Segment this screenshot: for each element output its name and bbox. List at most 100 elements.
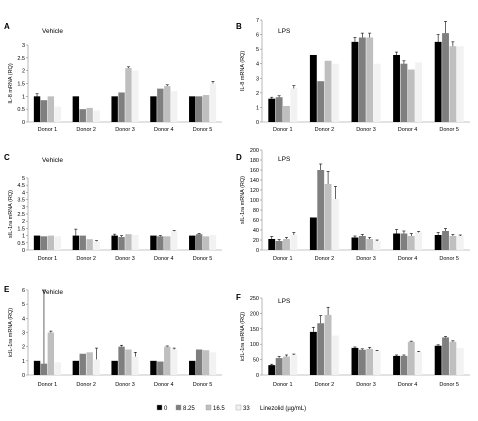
y-tick-label: 1 xyxy=(22,234,25,240)
y-tick-label: 20 xyxy=(253,238,259,244)
y-tick-label: 3.5 xyxy=(17,198,25,204)
legend-label: 0 xyxy=(164,406,168,412)
bar-series-1 xyxy=(442,337,449,375)
bar-series-0 xyxy=(189,360,196,375)
panel-b: B LPS IL-8 mRNA (RQ) 0 1 2 3 4 5 6 7 Donor 1 Donor 2… xyxy=(236,18,470,133)
x-category-label: Donor 2 xyxy=(315,127,335,133)
panel-title: LPS xyxy=(278,298,291,305)
y-tick-label: 1.5 xyxy=(17,82,25,88)
y-tick-label: 50 xyxy=(253,358,259,364)
x-category-label: Donor 1 xyxy=(38,256,58,262)
bar-series-3 xyxy=(373,63,381,122)
bar-series-0 xyxy=(268,365,276,375)
bar-series-1 xyxy=(118,346,125,375)
y-tick-label: 250 xyxy=(250,296,259,302)
bar-series-3 xyxy=(93,110,100,122)
bar-series-3 xyxy=(132,70,139,122)
bar-series-3 xyxy=(373,241,381,250)
bar-series-0 xyxy=(150,235,157,250)
bar-series-0 xyxy=(72,360,80,375)
y-tick-label: 2.5 xyxy=(17,212,25,218)
bar-series-0 xyxy=(33,360,41,375)
bar-series-2 xyxy=(324,314,332,375)
y-tick-label: 0 xyxy=(22,373,25,379)
bar-series-1 xyxy=(442,33,449,122)
legend-label: 33 xyxy=(243,406,250,412)
panel-title: LPS xyxy=(278,156,291,163)
y-tick-label: 0 xyxy=(22,248,25,254)
y-tick-label: 160 xyxy=(250,168,259,174)
bar-series-1 xyxy=(118,237,125,250)
panel-letter: B xyxy=(236,22,242,31)
y-tick-label: 0.5 xyxy=(17,107,25,113)
panel-letter: D xyxy=(236,153,242,162)
bar-series-2 xyxy=(86,239,93,250)
x-category-label: Donor 4 xyxy=(398,256,418,262)
bar-series-1 xyxy=(358,37,366,122)
y-tick-label: 1 xyxy=(256,105,259,111)
bar-series-2 xyxy=(407,69,415,122)
bar-series-2 xyxy=(324,60,332,122)
bar-series-0 xyxy=(393,54,400,122)
x-category-label: Donor 2 xyxy=(315,382,335,388)
panel-title: Vehicle xyxy=(42,289,63,296)
y-tick-label: 200 xyxy=(250,311,259,317)
panel-title: Vehicle xyxy=(42,157,63,164)
bar-series-3 xyxy=(54,106,61,122)
y-tick-label: 40 xyxy=(253,228,259,234)
x-category-label: Donor 4 xyxy=(398,382,418,388)
panel-e: E Vehicle icIL-1ra mRNA (RQ) 0 1 2 3 4 5 6 Donor 1… xyxy=(4,285,222,388)
bar-series-0 xyxy=(150,96,157,122)
bar-series-3 xyxy=(132,356,139,375)
bar-series-3 xyxy=(332,199,339,250)
bar-series-1 xyxy=(40,236,48,250)
bar-series-3 xyxy=(209,83,217,122)
bar-series-1 xyxy=(195,96,203,122)
y-tick-label: 1.5 xyxy=(17,226,25,232)
bar-series-0 xyxy=(33,235,41,250)
y-tick-label: 0.5 xyxy=(17,241,25,247)
bar-series-0 xyxy=(33,96,41,122)
legend-label: 16.5 xyxy=(213,406,225,412)
bar-series-0 xyxy=(268,98,276,122)
y-tick-label: 150 xyxy=(250,327,259,333)
x-category-label: Donor 5 xyxy=(439,382,459,388)
bar-series-1 xyxy=(400,63,408,122)
y-tick-label: 2 xyxy=(22,345,25,351)
x-category-label: Donor 1 xyxy=(38,382,58,388)
y-tick-label: 3 xyxy=(22,43,25,49)
legend-swatch xyxy=(156,404,163,411)
y-tick-label: 5 xyxy=(22,176,25,182)
x-category-label: Donor 1 xyxy=(273,127,293,133)
panel-title: LPS xyxy=(278,28,291,35)
bar-series-2 xyxy=(202,95,210,122)
y-tick-label: 80 xyxy=(253,208,259,214)
x-category-label: Donor 4 xyxy=(154,382,174,388)
x-category-label: Donor 4 xyxy=(154,127,174,133)
bar-series-1 xyxy=(157,361,164,375)
x-category-label: Donor 1 xyxy=(273,382,293,388)
bar-series-3 xyxy=(290,88,298,122)
bar-series-2 xyxy=(202,350,210,375)
bar-series-3 xyxy=(54,362,61,375)
x-category-label: Donor 2 xyxy=(315,256,335,262)
y-axis-label: sIL-1ra mRNA (RQ) xyxy=(8,190,14,238)
y-tick-label: 100 xyxy=(250,198,259,204)
bar-series-0 xyxy=(111,235,118,250)
bar-series-0 xyxy=(111,360,118,375)
bar-series-3 xyxy=(373,350,381,375)
legend-swatch xyxy=(175,404,182,411)
x-category-label: Donor 4 xyxy=(154,256,174,262)
bar-series-2 xyxy=(283,105,290,122)
bar-series-1 xyxy=(157,236,164,250)
x-category-label: Donor 5 xyxy=(193,127,213,133)
bar-series-3 xyxy=(332,63,339,122)
bar-series-0 xyxy=(309,331,317,375)
bar-series-1 xyxy=(442,231,449,250)
bar-series-2 xyxy=(125,234,132,250)
bar-series-1 xyxy=(40,363,48,375)
bar-series-0 xyxy=(309,217,317,250)
bar-series-0 xyxy=(351,347,359,375)
bar-series-3 xyxy=(415,232,423,250)
bar-series-1 xyxy=(157,88,164,122)
